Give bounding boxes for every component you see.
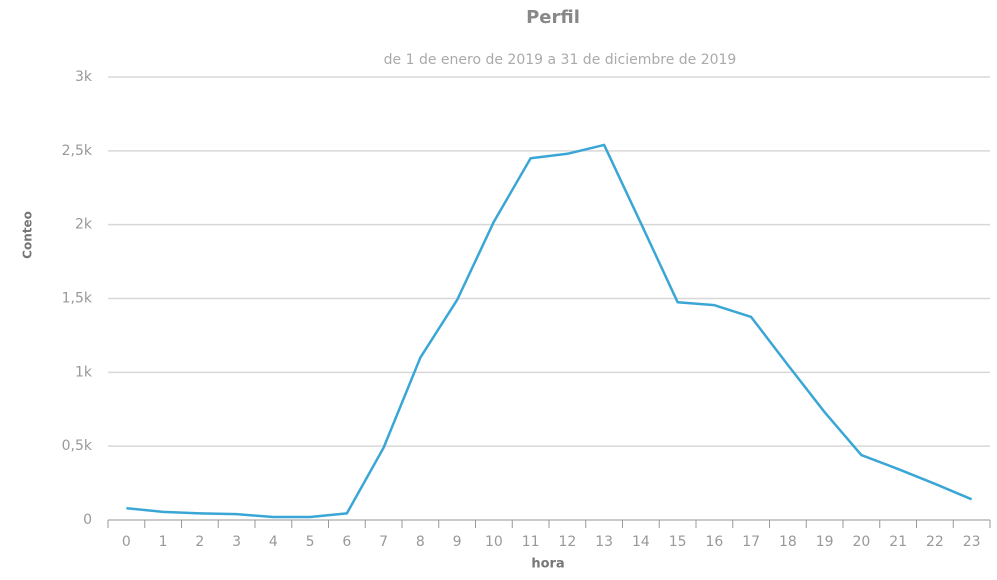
x-tick-label: 21 [889,534,907,550]
x-tick-label: 14 [632,534,650,550]
y-tick-label: 0 [83,512,92,528]
y-tick-label: 1,5k [62,291,93,307]
x-axis-label: hora [531,557,564,572]
y-axis-label: Conteo [21,211,35,259]
x-tick-label: 16 [705,534,723,550]
x-tick-label: 19 [816,534,834,550]
data-line [126,143,973,519]
y-tick-label: 3k [75,69,93,85]
x-tick-label: 3 [232,534,241,550]
y-tick-label: 1k [75,364,93,380]
y-tick-label: 2,5k [62,143,93,159]
x-tick-label: 15 [669,534,687,550]
x-tick-label: 4 [269,534,278,550]
x-tick-label: 11 [522,534,540,550]
x-tick-label: 12 [558,534,576,550]
x-tick-label: 2 [195,534,204,550]
x-tick-label: 17 [742,534,760,550]
x-tick-label: 1 [159,534,168,550]
x-tick-label: 10 [485,534,503,550]
y-tick-label: 0,5k [62,438,93,454]
x-tick-label: 18 [779,534,797,550]
x-tick-label: 7 [379,534,388,550]
x-tick-label: 9 [453,534,462,550]
x-tick-label: 23 [963,534,981,550]
x-tick-label: 6 [342,534,351,550]
x-tick-label: 20 [852,534,870,550]
chart-subtitle: de 1 de enero de 2019 a 31 de diciembre … [384,52,737,68]
chart-title: Perfil [526,7,580,28]
x-tick-label: 5 [306,534,315,550]
x-tick-label: 0 [122,534,131,550]
x-tick-label: 13 [595,534,613,550]
x-tick-label: 22 [926,534,944,550]
x-tick-label: 8 [416,534,425,550]
y-tick-label: 2k [75,217,93,233]
